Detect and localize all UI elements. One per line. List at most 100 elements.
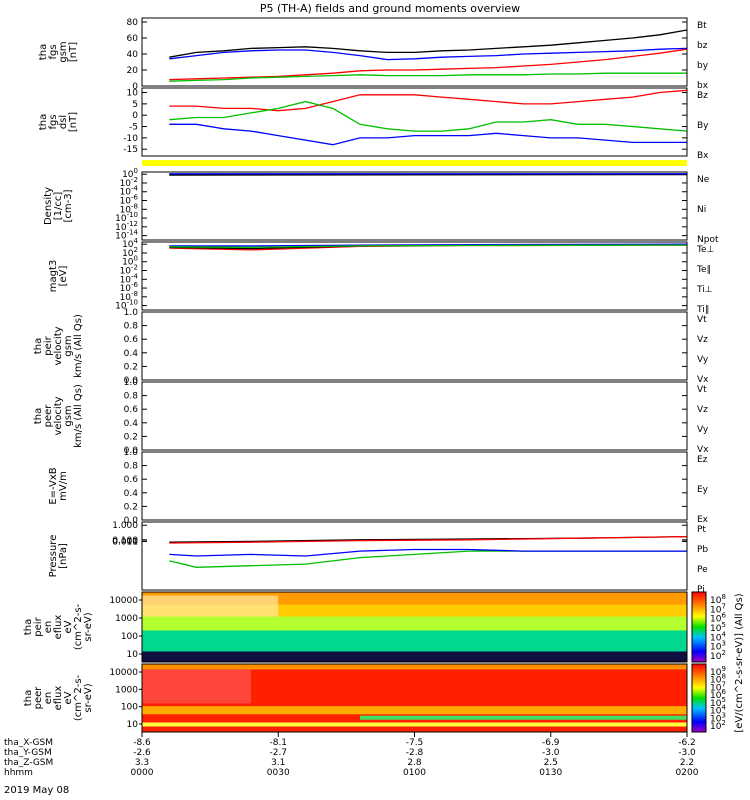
ytick-label: 0.001 (112, 537, 138, 547)
legend-Bz: Bz (697, 91, 708, 101)
xrow-label: tha_Z-GSM (4, 758, 53, 768)
legend-Ti⊥: Ti⊥ (696, 285, 713, 295)
ylabel-pressure: Pressure [nPa] (48, 535, 69, 578)
legend-Ne: Ne (697, 175, 710, 185)
band-mid (142, 706, 687, 715)
band-low (142, 630, 687, 652)
ytick-label: 0 (132, 82, 138, 92)
panel-frame (141, 521, 688, 591)
panel-frame (141, 591, 688, 663)
quality-bar (142, 160, 687, 166)
ylabel-line: peer (33, 686, 44, 710)
xtick-label: 2.8 (407, 758, 422, 768)
panel-peir_spec: tha peir en eflux eV (cm^2-s-sr-eV) 10000 1000 1… (23, 591, 726, 663)
legend-Bx: Bx (697, 151, 709, 161)
series-line-Bx (169, 123, 687, 146)
band-bottom (142, 726, 687, 732)
legend-Ni: Ni (697, 205, 706, 215)
ytick-label: -15 (123, 145, 138, 155)
xtick-label: 2.2 (680, 758, 694, 768)
date-label: 2019 May 08 (4, 785, 69, 796)
colorbar-rect (691, 663, 707, 733)
xtick-label: 2.5 (544, 758, 558, 768)
xtick-label: 0100 (403, 768, 426, 778)
ytick-label: 1.0 (124, 378, 139, 388)
xtick-label: -2.8 (406, 748, 424, 758)
ylabel-fgs: tha fgs gsm [nT] (38, 41, 79, 62)
legend-Vy: Vy (697, 355, 709, 365)
ylabel-line: Density (43, 187, 54, 225)
legend-Vt: Vt (697, 385, 707, 395)
ylabel-line: E=-VxB (48, 467, 59, 504)
panel-pressure: Pressure [nPa] 1.000 0.1000.0100.001 Pt Pb Pe P… (48, 521, 708, 595)
ytick-label: 0.8 (124, 322, 139, 332)
ytick-label: 20 (127, 66, 139, 76)
xtick-label: -3.0 (542, 748, 560, 758)
ylabel-line: [eV] (58, 266, 69, 287)
ylabel-line: peir (33, 616, 44, 636)
ylabel-line: Pressure (48, 535, 59, 578)
ylabel-density: Density [1/cc] [cm-3] (43, 187, 74, 225)
series-line-Bz (169, 89, 688, 112)
ylabel-peer_vel: tha peer velocity gsm km/s (All Qs) (33, 384, 84, 448)
ylabel-line: peer (43, 404, 54, 428)
ytick-label: 0.0 (124, 516, 139, 526)
ytick-label: 10 (127, 650, 139, 660)
ytick-label: 80 (127, 18, 139, 28)
band-noise (142, 651, 687, 662)
ytick-label: 1.0 (124, 448, 139, 458)
legend-by: by (697, 61, 709, 71)
legend-Te∥: Te∥ (696, 265, 711, 275)
series-line-Pe (169, 550, 687, 568)
ylabel-line: km/s (All Qs) (73, 314, 84, 378)
ylabel-line: sr-eV) (83, 683, 94, 712)
ytick-label: 0.4 (124, 489, 139, 499)
ylabel-temp: magt3 [eV] (48, 260, 69, 293)
ytick-label: 0.4 (124, 349, 139, 359)
legend-Ti∥: Ti∥ (696, 305, 709, 315)
legend-By: By (697, 121, 709, 131)
legend-bz: bz (697, 41, 708, 51)
ylabel-peir_vel: tha peir velocity gsm km/s (All Qs) (33, 314, 84, 378)
panel-frame (141, 241, 688, 311)
band-green (360, 715, 687, 720)
legend-Vx: Vx (697, 375, 709, 385)
ylabel-line: [cm-3] (63, 189, 74, 222)
xtick-label: 0130 (539, 768, 562, 778)
panel-fgs: tha fgs gsm [nT] 0 20 40 60 80 Bt bz by bx (38, 17, 709, 92)
ylabel-line: tha (38, 44, 49, 60)
panel-peir_vel: tha peir velocity gsm km/s (All Qs) 1.0 0.8 0.6… (33, 308, 709, 386)
ylabel-line: peir (43, 335, 54, 355)
panel-peer_vel: tha peer velocity gsm km/s (All Qs) 1.0 0.8 0.6… (33, 378, 709, 456)
ytick-label: 10 (127, 89, 139, 99)
ytick-label: 0 (132, 111, 138, 121)
legend-Pi: Pi (697, 585, 705, 595)
band-mid (142, 616, 687, 634)
legend-Vx: Vx (697, 445, 709, 455)
legend-Ex: Ex (697, 515, 709, 525)
legend-Npot: Npot (697, 235, 719, 245)
ylabel-line: gsm (58, 41, 69, 62)
ylabel-line: fgs (48, 114, 59, 129)
ytick-label: 0.6 (124, 335, 139, 345)
ytick-label: 10 (127, 720, 139, 730)
panel-frame (141, 171, 688, 241)
ylabel-line: (cm^2-s- (73, 603, 84, 650)
band-early (142, 595, 279, 617)
xrow-label: hhmm (4, 768, 33, 778)
ylabel-line: [nPa] (58, 543, 69, 569)
ylabel-line: magt3 (48, 260, 59, 293)
legend-Vz: Vz (697, 335, 708, 345)
ylabel-peir_spec: tha peir en eflux eV (cm^2-s-sr-eV) (23, 603, 94, 650)
xtick-label: -3.0 (678, 748, 696, 758)
band-low (142, 722, 687, 727)
ytick-label: 0.8 (124, 392, 139, 402)
panel-frame (141, 311, 688, 381)
ytick-label: 0.010 (112, 537, 138, 547)
ylabel-line: eflux (53, 686, 64, 711)
ytick-label: 0.2 (124, 432, 138, 442)
panel-frame (141, 17, 688, 87)
